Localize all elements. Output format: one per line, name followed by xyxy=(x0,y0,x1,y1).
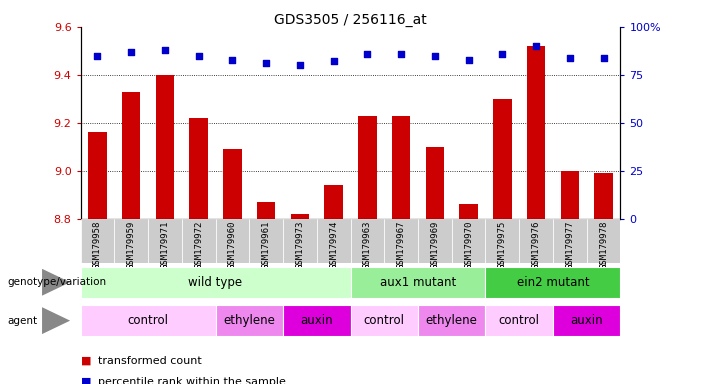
Bar xyxy=(587,219,620,263)
Text: wild type: wild type xyxy=(189,276,243,289)
Text: genotype/variation: genotype/variation xyxy=(7,277,106,287)
Bar xyxy=(283,219,317,263)
Point xyxy=(395,51,407,57)
Point xyxy=(193,53,204,59)
Bar xyxy=(358,116,376,219)
Bar xyxy=(189,118,208,219)
Bar xyxy=(553,219,587,263)
Bar xyxy=(223,149,242,219)
Bar xyxy=(216,305,283,336)
Text: GSM179978: GSM179978 xyxy=(599,221,608,270)
Point xyxy=(92,53,103,59)
Bar xyxy=(114,219,148,263)
Bar xyxy=(493,99,512,219)
Bar xyxy=(392,116,410,219)
Text: percentile rank within the sample: percentile rank within the sample xyxy=(98,377,286,384)
Bar xyxy=(485,219,519,263)
Text: GSM179958: GSM179958 xyxy=(93,221,102,270)
Bar xyxy=(291,214,309,219)
Bar xyxy=(283,305,350,336)
Point xyxy=(598,55,609,61)
Bar xyxy=(594,173,613,219)
Bar xyxy=(485,305,553,336)
Bar xyxy=(81,305,216,336)
Text: GSM179961: GSM179961 xyxy=(261,221,271,270)
Text: ethylene: ethylene xyxy=(426,314,477,327)
Text: GSM179976: GSM179976 xyxy=(531,221,540,270)
Text: GSM179977: GSM179977 xyxy=(565,221,574,270)
Bar xyxy=(561,171,579,219)
Bar xyxy=(350,219,384,263)
Text: GSM179960: GSM179960 xyxy=(228,221,237,270)
Point xyxy=(159,47,170,53)
Point xyxy=(125,49,137,55)
Point xyxy=(429,53,440,59)
Text: control: control xyxy=(364,314,404,327)
Bar xyxy=(325,185,343,219)
Point xyxy=(497,51,508,57)
Point xyxy=(362,51,373,57)
Text: aux1 mutant: aux1 mutant xyxy=(380,276,456,289)
Bar xyxy=(350,305,418,336)
Point xyxy=(531,43,542,49)
Bar xyxy=(216,219,250,263)
Bar xyxy=(426,147,444,219)
Text: control: control xyxy=(498,314,540,327)
Bar xyxy=(257,202,275,219)
Bar xyxy=(182,219,216,263)
Bar xyxy=(156,75,175,219)
Bar xyxy=(519,219,553,263)
Bar xyxy=(384,219,418,263)
Bar xyxy=(418,305,485,336)
Bar xyxy=(250,219,283,263)
Bar xyxy=(526,46,545,219)
Text: GSM179971: GSM179971 xyxy=(161,221,170,270)
Text: agent: agent xyxy=(7,316,37,326)
Text: ■: ■ xyxy=(81,356,95,366)
Bar xyxy=(553,305,620,336)
Bar xyxy=(485,267,620,298)
Text: ■: ■ xyxy=(81,377,95,384)
Bar xyxy=(317,219,350,263)
Bar xyxy=(88,132,107,219)
Text: GSM179975: GSM179975 xyxy=(498,221,507,270)
Bar xyxy=(81,219,114,263)
Bar xyxy=(451,219,485,263)
Text: ethylene: ethylene xyxy=(224,314,275,327)
Text: GSM179974: GSM179974 xyxy=(329,221,338,270)
Text: auxin: auxin xyxy=(301,314,333,327)
Text: GSM179963: GSM179963 xyxy=(363,221,372,270)
Bar xyxy=(350,267,485,298)
Polygon shape xyxy=(42,269,70,296)
Point xyxy=(564,55,576,61)
Text: GSM179967: GSM179967 xyxy=(397,221,406,270)
Point xyxy=(261,60,272,66)
Text: GSM179959: GSM179959 xyxy=(127,221,136,270)
Text: GSM179970: GSM179970 xyxy=(464,221,473,270)
Text: ein2 mutant: ein2 mutant xyxy=(517,276,590,289)
Bar xyxy=(418,219,451,263)
Text: GSM179972: GSM179972 xyxy=(194,221,203,270)
Text: GSM179969: GSM179969 xyxy=(430,221,440,270)
Polygon shape xyxy=(42,307,70,334)
Bar xyxy=(122,92,140,219)
Text: GDS3505 / 256116_at: GDS3505 / 256116_at xyxy=(274,13,427,27)
Text: control: control xyxy=(128,314,168,327)
Point xyxy=(328,58,339,65)
Text: auxin: auxin xyxy=(571,314,603,327)
Bar xyxy=(81,267,350,298)
Point xyxy=(463,56,474,63)
Point xyxy=(227,56,238,63)
Text: GSM179973: GSM179973 xyxy=(295,221,304,270)
Bar xyxy=(459,205,478,219)
Bar xyxy=(148,219,182,263)
Point xyxy=(294,62,306,68)
Text: transformed count: transformed count xyxy=(98,356,202,366)
